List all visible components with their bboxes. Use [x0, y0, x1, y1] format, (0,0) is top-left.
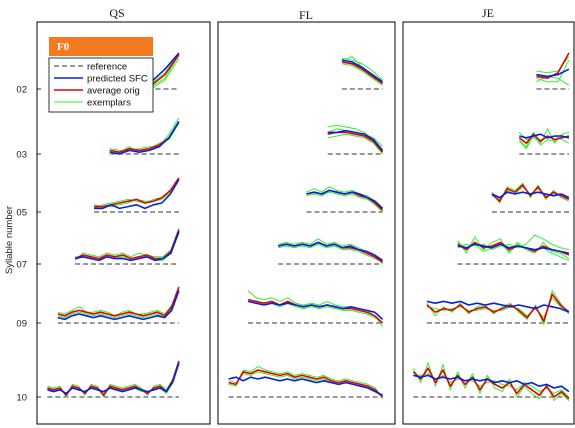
average-orig-line-je-09 [426, 293, 570, 322]
average-orig-line-fl-09 [247, 298, 384, 324]
exemplar-line-je-03-3 [518, 135, 570, 150]
f0-badge-label: F0 [57, 41, 70, 53]
panel-frame-qs [36, 21, 211, 425]
exemplar-line-fl-05-1 [306, 186, 383, 211]
average-orig-line-je-05 [491, 184, 570, 202]
exemplar-line-fl-02-1 [341, 57, 383, 81]
panel-frame-je [402, 21, 575, 425]
legend-label-average: average orig [87, 86, 140, 97]
average-orig-line-qs-09 [57, 286, 180, 317]
exemplar-line-je-02-1 [536, 59, 570, 83]
average-orig-line-je-10 [412, 367, 570, 400]
predicted-sfc-line-qs-09 [57, 290, 180, 321]
predicted-sfc-line-fl-03 [327, 129, 384, 151]
predicted-sfc-line-je-03 [519, 133, 570, 139]
predicted-sfc-line-fl-10 [228, 376, 383, 396]
exemplar-line-qs-07-1 [74, 227, 180, 261]
panel-title-je: JE [482, 6, 494, 20]
exemplar-line-fl-07-2 [278, 243, 383, 263]
average-orig-line-fl-03 [327, 131, 384, 153]
exemplar-line-qs-09-2 [57, 288, 180, 319]
predicted-sfc-line-je-05 [491, 191, 570, 199]
y-tick-label-02: 02 [16, 85, 27, 96]
predicted-sfc-line-je-09 [426, 300, 570, 313]
exemplar-line-qs-09-1 [57, 286, 180, 317]
predicted-sfc-line-qs-03 [109, 121, 180, 155]
y-tick-label-09: 09 [16, 319, 27, 330]
y-tick-label-07: 07 [16, 260, 27, 271]
predicted-sfc-line-je-07 [457, 243, 570, 254]
legend-label-reference: reference [87, 62, 127, 73]
predicted-sfc-line-fl-05 [306, 189, 384, 209]
average-orig-line-qs-10 [47, 360, 180, 396]
predicted-sfc-line-qs-10 [47, 362, 180, 395]
panel-title-qs: QS [109, 6, 124, 20]
exemplar-line-je-02-3 [536, 75, 570, 86]
f0-badge [49, 37, 153, 56]
legend-label-predicted: predicted SFC [87, 74, 148, 85]
average-orig-line-fl-02 [341, 61, 384, 85]
legend-label-exemplars: exemplars [87, 98, 131, 109]
predicted-sfc-line-je-10 [413, 374, 570, 393]
predicted-sfc-line-fl-09 [247, 300, 384, 320]
exemplar-line-fl-03-2 [327, 133, 383, 155]
average-orig-line-je-02 [536, 52, 570, 79]
panel-title-fl: FL [299, 8, 313, 22]
legend: F0 reference predicted SFC average orig … [48, 37, 154, 113]
y-tick-label-10: 10 [16, 393, 27, 404]
y-tick-labels: 02 03 05 07 09 10 [16, 85, 41, 404]
predicted-sfc-line-fl-07 [278, 241, 384, 262]
predicted-sfc-line-qs-07 [74, 231, 180, 262]
average-orig-line-qs-07 [74, 229, 180, 260]
average-orig-line-je-03 [518, 133, 570, 144]
predicted-sfc-line-je-02 [536, 68, 570, 78]
exemplar-line-fl-02-2 [341, 63, 383, 86]
exemplar-line-je-05-1 [491, 182, 570, 204]
y-axis-label: Syllable number [4, 206, 15, 274]
y-tick-label-05: 05 [16, 208, 27, 219]
legend-box [48, 57, 154, 113]
predicted-sfc-line-qs-05 [94, 179, 180, 210]
y-tick-label-03: 03 [16, 150, 27, 161]
exemplar-line-fl-10-1 [228, 365, 384, 400]
panel-frame-fl [217, 21, 396, 425]
average-orig-line-qs-05 [94, 177, 180, 208]
exemplar-line-qs-03-2 [109, 117, 180, 151]
predicted-sfc-line-fl-02 [341, 59, 384, 83]
exemplar-line-fl-05-2 [306, 191, 383, 213]
average-orig-line-fl-10 [228, 369, 384, 398]
